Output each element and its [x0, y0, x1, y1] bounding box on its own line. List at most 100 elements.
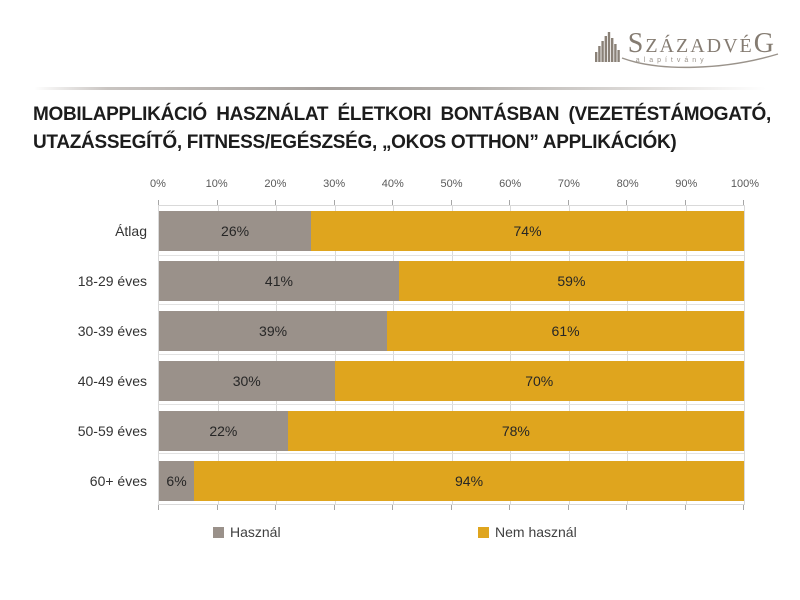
legend-item-hasznal: Használ	[213, 524, 281, 540]
axis-tick-label: 20%	[264, 178, 287, 190]
axis-tick-mark	[509, 505, 510, 510]
axis-tick-label: 90%	[675, 178, 698, 190]
bar-segment-hasznal: 30%	[159, 361, 335, 401]
stacked-bar: 26% 74%	[159, 211, 744, 251]
logo-swoosh-curve	[621, 53, 778, 69]
legend-swatch-nem-hasznal	[478, 526, 489, 538]
axis-tick-mark	[275, 505, 276, 510]
value-label: 30%	[232, 373, 261, 389]
value-label: 74%	[513, 223, 542, 239]
legend-swatch-hasznal	[213, 526, 224, 538]
category-label: 30-39 éves	[77, 323, 147, 339]
axis-tick-mark	[684, 505, 686, 510]
legend-item-nem-hasznal: Nem használ	[478, 524, 577, 540]
bar-segment-hasznal: 6%	[159, 461, 195, 501]
vertical-gridline	[568, 206, 570, 504]
bar-segment-hasznal: 41%	[159, 261, 399, 301]
bar-segment-nem-hasznal: 94%	[194, 461, 744, 501]
row-boundary-line	[159, 354, 744, 355]
value-label: 70%	[525, 373, 554, 389]
bar-segment-hasznal: 22%	[159, 411, 288, 451]
row-boundary-line	[159, 403, 744, 405]
value-label: 39%	[259, 323, 288, 339]
logo-wordmark: SZÁZADVÉG	[627, 28, 776, 59]
stacked-bar-chart: 0% 10% 20% 30% 40% 50% 60% 70% 80% 90% 100% Átlag 2…	[0, 178, 800, 510]
value-label: 61%	[551, 323, 580, 339]
axis-tick-mark	[158, 505, 159, 510]
axis-tick-label: 80%	[616, 178, 639, 190]
vertical-gridline	[276, 206, 277, 504]
logo-subtitle: alapítvány	[635, 57, 708, 64]
bar-segment-nem-hasznal: 78%	[287, 411, 744, 451]
axis-tick-mark	[392, 200, 393, 205]
axis-tick-mark	[743, 505, 744, 510]
chart-row: Átlag 26% 74%	[115, 206, 744, 256]
category-label: 50-59 éves	[77, 423, 147, 439]
category-label: Átlag	[115, 223, 147, 239]
bar-segment-nem-hasznal: 74%	[311, 211, 744, 251]
axis-tick-mark	[567, 200, 569, 205]
bar-segment-nem-hasznal: 59%	[398, 261, 744, 301]
logo-text: SZÁZADVÉG alapítvány	[621, 28, 778, 69]
divider-line	[34, 87, 766, 90]
axis-tick-mark	[626, 200, 627, 205]
axis-tick-mark	[333, 505, 335, 510]
value-label: 78%	[501, 423, 530, 439]
legend-label-nem-hasznal: Nem használ	[495, 524, 577, 540]
category-label: 40-49 éves	[77, 373, 147, 389]
bar-segment-nem-hasznal: 61%	[387, 311, 744, 351]
chart-row: 18-29 éves 41% 59%	[78, 256, 744, 306]
stacked-bar: 22% 78%	[159, 411, 744, 451]
x-axis: 0% 10% 20% 30% 40% 50% 60% 70% 80% 90% 100%	[150, 178, 759, 194]
axis-tick-label: 100%	[730, 178, 760, 190]
value-label: 94%	[455, 473, 484, 489]
value-label: 41%	[264, 273, 293, 289]
value-label: 22%	[209, 423, 238, 439]
legend-label-hasznal: Használ	[230, 524, 281, 540]
bar-segment-hasznal: 39%	[159, 311, 388, 351]
axis-tick-mark	[743, 200, 744, 205]
axis-tick-label: 30%	[323, 178, 346, 190]
vertical-gridline	[217, 206, 219, 504]
axis-tick-mark	[450, 200, 452, 205]
axis-tick-label: 10%	[205, 178, 228, 190]
bar-segment-hasznal: 26%	[159, 211, 312, 251]
vertical-gridline	[451, 206, 453, 504]
chart-row: 50-59 éves 22% 78%	[78, 406, 744, 456]
vertical-gridline	[627, 206, 628, 504]
stacked-bar: 41% 59%	[159, 261, 744, 301]
axis-tick-mark	[567, 505, 569, 510]
axis-tick-mark	[158, 200, 159, 205]
vertical-gridline	[334, 206, 336, 504]
vertical-gridline	[510, 206, 511, 504]
value-label: 6%	[166, 473, 187, 489]
row-boundary-line	[159, 304, 744, 306]
axis-tick-label: 0%	[150, 178, 166, 190]
szazadveg-logo: SZÁZADVÉG alapítvány	[594, 28, 778, 69]
axis-tick-label: 40%	[381, 178, 404, 190]
category-label: 60+ éves	[89, 473, 147, 489]
value-label: 59%	[557, 273, 586, 289]
axis-tick-mark	[626, 505, 627, 510]
chart-row: 60+ éves 6% 94%	[90, 456, 744, 506]
axis-tick-mark	[684, 200, 686, 205]
stacked-bar: 30% 70%	[159, 361, 744, 401]
bar-segment-nem-hasznal: 70%	[334, 361, 744, 401]
stacked-bar: 39% 61%	[159, 311, 744, 351]
chart-row: 30-39 éves 39% 61%	[78, 306, 744, 356]
bar-chart-icon	[594, 32, 620, 62]
plot-area: Átlag 26% 74% 18-29 éves 41% 59% 30-39 éves 39%…	[78, 200, 745, 510]
axis-tick-label: 60%	[499, 178, 522, 190]
axis-tick-mark	[392, 505, 393, 510]
axis-tick-mark	[333, 200, 335, 205]
row-boundary-line	[159, 453, 744, 455]
axis-tick-mark	[216, 200, 218, 205]
axis-tick-mark	[216, 505, 218, 510]
value-label: 26%	[221, 223, 250, 239]
axis-tick-label: 70%	[557, 178, 580, 190]
title-line-1: MOBILAPPLIKÁCIÓ HASZNÁLAT ÉLETKORI BONTÁ…	[33, 104, 771, 125]
axis-tick-label: 50%	[440, 178, 463, 190]
axis-tick-mark	[450, 505, 452, 510]
stacked-bar: 6% 94%	[159, 461, 744, 501]
